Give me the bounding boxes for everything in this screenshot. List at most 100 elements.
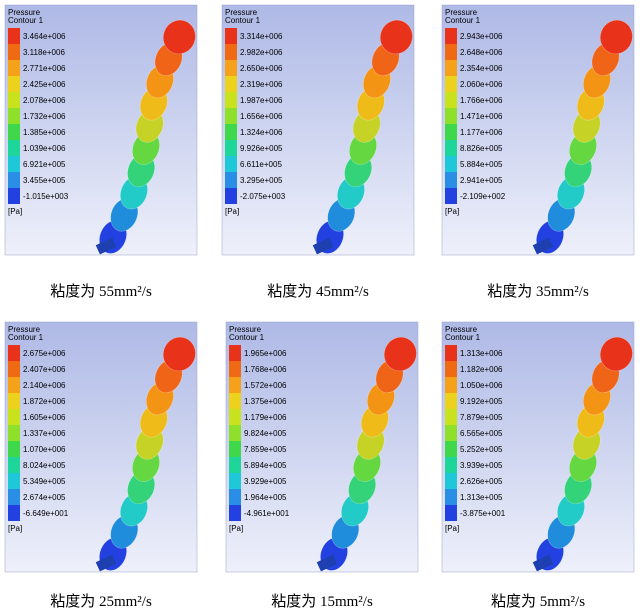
legend-swatch [8, 473, 20, 489]
legend-label: 1.872e+006 [23, 397, 66, 406]
legend-swatch [8, 409, 20, 425]
legend-swatch [229, 489, 241, 505]
legend-subtitle: Contour 1 [445, 16, 481, 25]
legend-swatch [229, 345, 241, 361]
contour-lobe [162, 19, 196, 55]
legend-label: 2.674e+005 [23, 493, 66, 502]
legend-label: 3.929e+005 [244, 477, 287, 486]
caption: 粘度为 25mm²/s [50, 593, 152, 610]
legend-label: 8.826e+005 [460, 144, 503, 153]
legend-label: 1.182e+006 [460, 365, 503, 374]
legend-label: 2.078e+006 [23, 96, 66, 105]
contour-tip [532, 554, 554, 572]
legend-swatch [8, 361, 20, 377]
legend-unit: [Pa] [225, 207, 239, 216]
legend-swatch [445, 409, 457, 425]
legend-label: 7.859e+005 [244, 445, 287, 454]
contour-lobe [383, 336, 417, 372]
legend-swatch [225, 188, 237, 204]
legend-swatch [229, 473, 241, 489]
legend-label: 1.766e+006 [460, 96, 503, 105]
legend-label: 3.314e+006 [240, 32, 283, 41]
legend-label: 2.675e+006 [23, 349, 66, 358]
legend-swatch [8, 156, 20, 172]
legend-swatch [445, 60, 457, 76]
legend-swatch [8, 28, 20, 44]
legend-swatch [445, 393, 457, 409]
contour-tip [532, 237, 554, 255]
legend-unit: [Pa] [445, 524, 459, 533]
legend-label: 2.648e+006 [460, 48, 503, 57]
legend-swatch [8, 60, 20, 76]
legend-label: 5.349e+005 [23, 477, 66, 486]
legend-unit: [Pa] [229, 524, 243, 533]
legend-subtitle: Contour 1 [8, 333, 44, 342]
legend-swatch [445, 44, 457, 60]
legend-label: 2.140e+006 [23, 381, 66, 390]
legend-swatch [445, 188, 457, 204]
legend-subtitle: Contour 1 [229, 333, 265, 342]
legend-swatch [8, 44, 20, 60]
legend-swatch [445, 441, 457, 457]
contour-lobe [599, 336, 633, 372]
legend-swatch [225, 44, 237, 60]
legend-label: 1.177e+006 [460, 128, 503, 137]
legend-label: 1.324e+006 [240, 128, 283, 137]
legend-swatch [8, 457, 20, 473]
legend-swatch [445, 108, 457, 124]
legend-swatch [229, 457, 241, 473]
legend-swatch [8, 441, 20, 457]
legend-swatch [225, 28, 237, 44]
legend-title: Pressure [445, 325, 478, 334]
legend-swatch [229, 505, 241, 521]
legend-label: 1.385e+006 [23, 128, 66, 137]
legend-unit: [Pa] [445, 207, 459, 216]
legend-label: 1.050e+006 [460, 381, 503, 390]
legend-label: 1.605e+006 [23, 413, 66, 422]
legend-label: 3.118e+006 [23, 48, 65, 57]
legend-label: 1.313e+005 [460, 493, 503, 502]
legend-label: 1.039e+006 [23, 144, 66, 153]
legend-label: 1.313e+006 [460, 349, 503, 358]
legend-label: -2.109e+002 [460, 192, 506, 201]
legend-label: -2.075e+003 [240, 192, 286, 201]
legend-swatch [445, 76, 457, 92]
legend-swatch [445, 28, 457, 44]
legend-label: 2.771e+006 [23, 64, 66, 73]
legend-swatch [8, 108, 20, 124]
legend-swatch [445, 505, 457, 521]
legend-swatch [8, 172, 20, 188]
legend-label: 3.295e+005 [240, 176, 283, 185]
legend-swatch [229, 409, 241, 425]
legend-label: -4.961e+001 [244, 509, 290, 518]
legend-label: 6.611e+005 [240, 160, 282, 169]
legend-swatch [445, 361, 457, 377]
legend-label: 2.982e+006 [240, 48, 283, 57]
legend-swatch [8, 140, 20, 156]
legend-label: 1.337e+006 [23, 429, 66, 438]
legend-label: 2.319e+006 [240, 80, 283, 89]
legend-swatch [445, 92, 457, 108]
legend-swatch [445, 156, 457, 172]
legend-label: 8.024e+005 [23, 461, 66, 470]
legend-unit: [Pa] [8, 524, 22, 533]
legend-swatch [445, 140, 457, 156]
legend-swatch [229, 361, 241, 377]
legend-label: 6.565e+005 [460, 429, 503, 438]
legend-label: 9.192e+005 [460, 397, 503, 406]
legend-label: -3.875e+001 [460, 509, 506, 518]
legend-swatch [8, 489, 20, 505]
legend-label: 2.407e+006 [23, 365, 66, 374]
legend-swatch [225, 172, 237, 188]
legend-label: 3.939e+005 [460, 461, 503, 470]
legend-label: 2.354e+006 [460, 64, 503, 73]
legend-label: 2.626e+005 [460, 477, 503, 486]
contour-tip [95, 237, 117, 255]
legend-subtitle: Contour 1 [8, 16, 44, 25]
